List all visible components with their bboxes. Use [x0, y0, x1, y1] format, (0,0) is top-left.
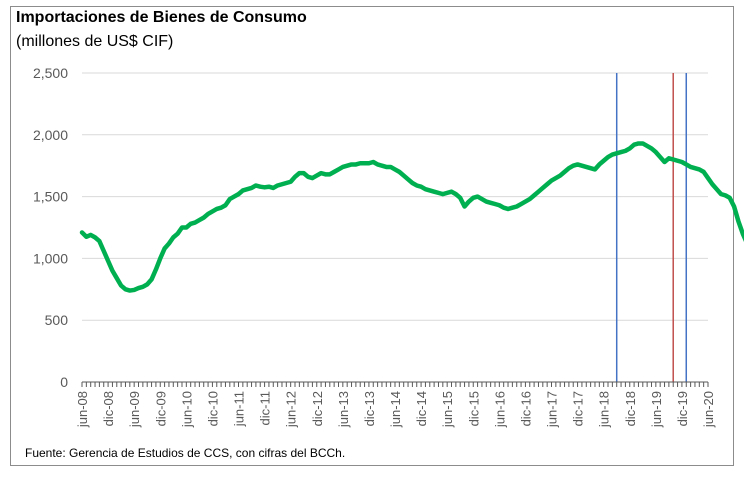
x-axis	[81, 381, 709, 387]
x-tick-label: jun-13	[336, 391, 351, 428]
x-tick-label: dic-08	[101, 391, 116, 426]
x-tick-label: jun-08	[75, 391, 90, 428]
chart-subtitle: (millones de US$ CIF)	[16, 33, 174, 50]
x-tick-label: dic-11	[258, 391, 273, 425]
x-tick-label: jun-09	[127, 391, 142, 428]
y-tick-label: 1,500	[33, 189, 68, 205]
gridlines	[82, 72, 708, 321]
x-tick-label: dic-19	[675, 391, 690, 426]
x-tick-label: jun-10	[179, 391, 194, 428]
x-tick-label: jun-11	[232, 391, 247, 427]
x-axis-labels: jun-08 dic-08 jun-09 dic-09 jun-10 dic-10 jun-…	[75, 391, 716, 428]
x-tick-label: dic-10	[205, 391, 220, 426]
x-tick-label: dic-16	[518, 391, 533, 426]
y-tick-label: 0	[60, 374, 68, 390]
y-tick-label: 1,000	[33, 250, 68, 266]
x-tick-label: jun-17	[545, 391, 560, 428]
chart-title: Importaciones de Bienes de Consumo	[16, 9, 307, 26]
x-tick-label: jun-15	[440, 391, 455, 428]
x-tick-label: jun-12	[284, 391, 299, 428]
x-tick-label: dic-14	[414, 391, 429, 426]
x-tick-label: dic-13	[362, 391, 377, 426]
x-tick-label: jun-20	[701, 391, 716, 428]
x-tick-label: dic-15	[466, 391, 481, 426]
chart-source-note: Fuente: Gerencia de Estudios de CCS, con…	[25, 446, 346, 460]
x-tick-label: jun-16	[492, 391, 507, 428]
x-tick-label: dic-17	[571, 391, 586, 426]
y-tick-label: 500	[45, 312, 69, 328]
y-tick-label: 2,000	[33, 127, 68, 143]
x-tick-label: dic-18	[623, 391, 638, 426]
chart-frame	[10, 6, 734, 466]
y-axis-labels: 0 500 1,000 1,500 2,000 2,500	[33, 65, 68, 390]
series-line	[79, 141, 744, 293]
x-tick-label: dic-12	[310, 391, 325, 426]
x-tick-label: jun-14	[388, 391, 403, 428]
series-layer	[79, 141, 744, 293]
x-tick-label: jun-18	[597, 391, 612, 428]
y-tick-label: 2,500	[33, 65, 68, 81]
vertical-markers	[615, 73, 688, 382]
x-tick-label: dic-09	[153, 391, 168, 426]
x-tick-label: jun-19	[649, 391, 664, 428]
